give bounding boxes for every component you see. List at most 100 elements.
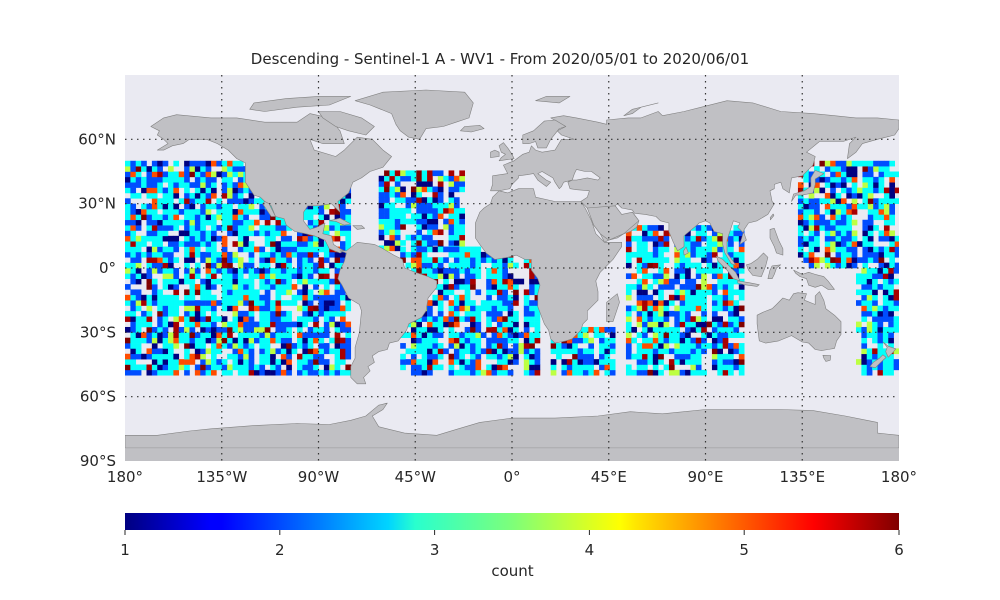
count-cell	[194, 305, 201, 312]
count-cell	[264, 284, 271, 290]
count-cell	[685, 262, 691, 269]
count-cell	[146, 230, 153, 237]
count-cell	[432, 294, 439, 301]
count-cell	[334, 262, 341, 269]
count-cell	[184, 214, 190, 221]
count-cell	[502, 332, 508, 338]
land-tasmania	[822, 354, 832, 362]
count-cell	[728, 235, 734, 242]
count-cell	[507, 262, 514, 269]
count-cell	[421, 353, 428, 360]
count-cell	[162, 348, 169, 355]
count-cell	[194, 166, 201, 172]
count-cell	[814, 214, 820, 221]
count-cell	[168, 284, 174, 290]
count-cell	[318, 219, 325, 226]
count-cell	[642, 241, 648, 247]
count-cell	[248, 225, 255, 231]
count-cell	[194, 268, 201, 274]
count-cell	[227, 332, 233, 338]
count-cell	[291, 300, 298, 306]
count-cell	[307, 219, 314, 226]
count-cell	[453, 332, 460, 338]
count-cell	[248, 251, 255, 258]
count-cell	[513, 353, 519, 360]
count-cell	[625, 310, 632, 317]
count-cell	[432, 257, 439, 263]
count-cell	[334, 278, 341, 285]
count-cell	[496, 321, 503, 328]
count-cell	[443, 207, 449, 214]
count-cell	[647, 326, 654, 333]
count-cell	[211, 348, 217, 355]
count-cell	[389, 224, 396, 230]
count-cell	[636, 251, 643, 258]
count-cell	[722, 364, 729, 371]
count-cell	[162, 214, 169, 221]
count-cell	[189, 284, 196, 290]
count-cell	[264, 316, 271, 322]
count-cell	[162, 268, 169, 274]
count-cell	[459, 186, 465, 193]
count-cell	[432, 300, 439, 306]
count-cell	[151, 171, 158, 178]
count-cell	[840, 166, 847, 172]
count-cell	[803, 209, 809, 215]
count-cell	[883, 225, 890, 231]
count-cell	[872, 278, 878, 285]
count-cell	[135, 235, 142, 242]
count-cell	[297, 305, 303, 312]
count-cell	[448, 337, 455, 344]
count-cell	[189, 321, 196, 328]
count-cell	[840, 241, 847, 247]
count-cell	[883, 262, 890, 269]
count-cell	[340, 305, 346, 312]
count-cell	[475, 289, 482, 296]
count-cell	[625, 305, 632, 312]
colorbar-label: count	[491, 562, 534, 580]
count-cell	[706, 284, 713, 290]
count-cell	[679, 337, 686, 344]
count-cell	[851, 251, 858, 258]
count-cell	[340, 369, 346, 376]
count-cell	[738, 348, 745, 355]
count-cell	[205, 273, 212, 280]
count-cell	[556, 348, 562, 355]
count-cell	[636, 359, 643, 365]
count-cell	[599, 332, 605, 338]
count-cell	[189, 182, 196, 188]
count-cell	[291, 273, 298, 280]
count-cell	[866, 310, 873, 317]
count-cell	[636, 343, 643, 349]
count-cell	[674, 268, 680, 274]
count-cell	[695, 230, 702, 237]
count-cell	[237, 294, 244, 301]
count-cell	[184, 343, 190, 349]
count-cell	[830, 246, 836, 253]
count-cell	[345, 209, 352, 215]
count-cell	[297, 289, 303, 296]
count-cell	[889, 230, 895, 237]
count-cell	[523, 262, 530, 269]
count-cell	[814, 230, 820, 237]
count-cell	[437, 316, 444, 322]
count-cell	[135, 160, 142, 167]
count-cell	[496, 316, 503, 322]
count-cell	[835, 182, 842, 188]
count-cell	[211, 316, 217, 322]
count-cell	[496, 273, 503, 280]
count-cell	[146, 332, 153, 338]
count-cell	[168, 166, 174, 172]
count-cell	[470, 369, 476, 376]
count-cell	[211, 230, 217, 237]
count-cell	[873, 246, 879, 253]
count-cell	[151, 369, 158, 376]
count-cell	[157, 294, 163, 301]
count-cell	[685, 332, 691, 338]
count-cell	[270, 230, 276, 237]
count-cell	[706, 332, 713, 338]
count-cell	[593, 359, 600, 365]
count-cell	[502, 278, 508, 285]
count-cell	[189, 278, 196, 285]
count-cell	[873, 203, 879, 210]
